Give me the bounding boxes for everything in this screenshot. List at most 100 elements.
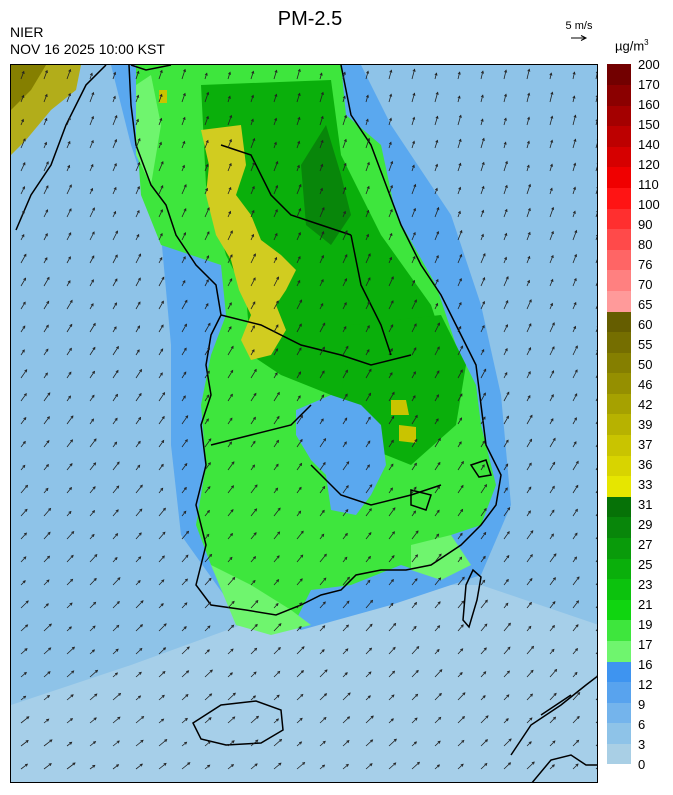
province-border-4 — [310, 464, 442, 506]
wind-vector — [411, 256, 416, 264]
wind-arrowhead — [552, 461, 556, 465]
wind-arrowhead — [252, 579, 256, 583]
wind-arrowhead — [22, 464, 26, 468]
wind-vector — [434, 486, 440, 494]
wind-arrowhead — [45, 603, 49, 607]
wind-vector — [411, 347, 417, 356]
wind-arrowhead — [507, 622, 511, 626]
wind-arrowhead — [412, 140, 415, 144]
color-swatch — [607, 166, 631, 189]
wind-arrowhead — [89, 72, 93, 76]
wind-vector — [158, 647, 166, 655]
wind-arrowhead — [322, 764, 326, 768]
wind-vector — [204, 578, 212, 586]
wind-arrowhead — [482, 253, 486, 257]
province-border-1 — [220, 144, 352, 236]
wind-vector — [43, 161, 49, 172]
wind-arrowhead — [574, 229, 578, 234]
wind-vector — [572, 96, 575, 103]
wind-vector — [66, 395, 71, 402]
southern-sea-tone — [11, 585, 597, 782]
wind-vector — [457, 326, 462, 333]
wind-vector — [434, 207, 439, 218]
wind-arrowhead — [389, 93, 393, 97]
wind-arrowhead — [323, 716, 327, 721]
wind-arrowhead — [183, 184, 187, 188]
wind-vector — [503, 694, 510, 701]
wind-arrowhead — [435, 91, 439, 95]
wind-vector — [319, 418, 324, 425]
wind-arrowhead — [366, 161, 370, 166]
wind-arrowhead — [388, 141, 392, 145]
wind-vector — [457, 96, 460, 103]
wind-vector — [572, 461, 579, 471]
wind-arrowhead — [438, 716, 442, 720]
wind-arrowhead — [549, 187, 553, 191]
wind-vector — [112, 601, 120, 609]
wind-vector — [319, 116, 324, 126]
wind-arrowhead — [321, 231, 325, 235]
wind-arrowhead — [552, 601, 556, 605]
wind-arrowhead — [343, 325, 347, 330]
wind-vector — [43, 532, 51, 540]
wind-vector — [503, 300, 509, 310]
wind-vector — [526, 208, 531, 218]
wind-vector — [526, 93, 530, 103]
wind-arrowhead — [344, 114, 347, 119]
wind-arrowhead — [346, 716, 351, 720]
wind-arrowhead — [413, 510, 416, 514]
wind-vector — [227, 533, 233, 540]
wind-arrowhead — [416, 645, 420, 650]
wind-vector — [503, 439, 509, 448]
wind-vector — [411, 280, 415, 287]
wind-arrowhead — [483, 647, 487, 651]
wind-arrowhead — [68, 68, 72, 73]
wind-arrowhead — [367, 277, 371, 281]
scale-tick-label: 25 — [638, 557, 653, 572]
wind-arrowhead — [137, 579, 141, 584]
wind-arrowhead — [482, 695, 486, 699]
wind-vector — [43, 118, 48, 126]
wind-arrowhead — [68, 371, 72, 375]
wind-arrowhead — [254, 763, 258, 767]
wind-vector — [227, 509, 234, 517]
wind-arrowhead — [205, 139, 209, 144]
wind-vector — [480, 715, 489, 724]
wind-arrowhead — [208, 717, 212, 721]
wind-arrowhead — [230, 648, 234, 652]
wind-vector — [250, 556, 256, 563]
wind-arrowhead — [504, 184, 508, 189]
wind-arrowhead — [232, 716, 236, 720]
wind-arrowhead — [22, 440, 26, 445]
wind-vector — [480, 253, 486, 264]
wind-arrowhead — [481, 348, 485, 353]
wind-vector — [158, 440, 165, 448]
wind-vector — [20, 465, 26, 471]
wind-vector — [480, 138, 485, 149]
wind-arrowhead — [576, 600, 580, 604]
scale-tick-label: 100 — [638, 197, 660, 212]
wind-vector — [388, 670, 395, 678]
wind-arrowhead — [206, 649, 210, 653]
wind-arrowhead — [22, 580, 26, 584]
wind-vector — [388, 555, 395, 563]
wind-arrowhead — [370, 715, 374, 719]
wind-vector — [43, 440, 50, 448]
wind-arrowhead — [298, 347, 302, 351]
wind-arrowhead — [184, 578, 188, 582]
wind-arrowhead — [596, 302, 597, 303]
wind-arrowhead — [91, 533, 95, 537]
pm25-map[interactable] — [10, 64, 598, 783]
wind-arrowhead — [298, 625, 302, 630]
wind-arrowhead — [92, 322, 96, 327]
wind-arrowhead — [550, 418, 554, 422]
wind-vector — [181, 741, 187, 747]
wind-arrowhead — [45, 209, 49, 213]
wind-arrowhead — [551, 648, 555, 652]
wind-vector — [388, 579, 394, 586]
wind-vector — [388, 185, 393, 195]
wind-arrowhead — [278, 762, 282, 766]
wind-vector — [434, 303, 438, 310]
wind-vector — [66, 348, 72, 356]
wind-vector — [572, 302, 577, 310]
